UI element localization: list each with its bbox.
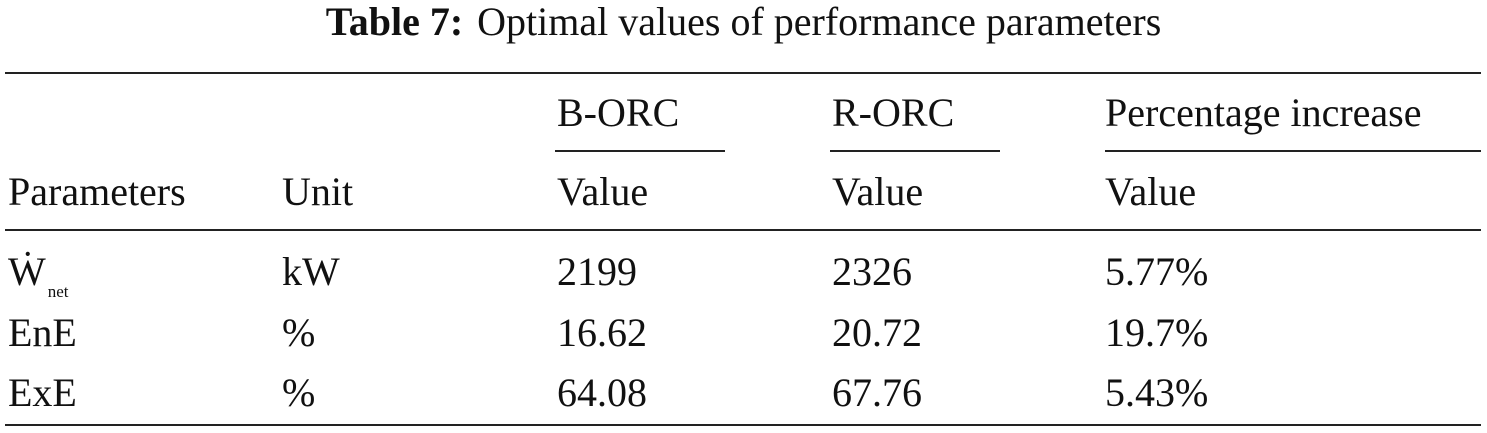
column-header: Value (557, 169, 649, 214)
header-rule (5, 229, 1481, 231)
group-header: Percentage increase (1105, 90, 1422, 135)
caption-text: Optimal values of performance parameters (477, 0, 1162, 44)
table-cell: 19.7% (1105, 310, 1209, 355)
table-cell: % (282, 310, 316, 355)
table-cell: EnE (8, 310, 77, 355)
table-cell: 64.08 (557, 370, 647, 415)
column-header: Value (832, 169, 924, 214)
table-cell: 5.77% (1105, 249, 1209, 294)
table-cell: ExE (8, 370, 77, 415)
bottom-rule (5, 424, 1481, 426)
column-header: Value (1105, 169, 1197, 214)
table-cell: 2199 (557, 249, 637, 294)
group-header: R-ORC (832, 90, 955, 135)
column-header: Unit (282, 169, 354, 214)
top-rule (5, 72, 1481, 74)
table-caption: Table 7: Optimal values of performance pa… (0, 2, 1487, 42)
symbol: Ẇ (8, 249, 46, 294)
table-cell: 67.76 (832, 370, 922, 415)
table-cell: 16.62 (557, 310, 647, 355)
group-header: B-ORC (557, 90, 680, 135)
table-cell: % (282, 370, 316, 415)
caption-label: Table 7: (325, 0, 464, 44)
column-header: Parameters (8, 169, 186, 214)
table-cell: kW (282, 249, 340, 294)
table-cell: 5.43% (1105, 370, 1209, 415)
table-cell: 2326 (832, 249, 912, 294)
subscript: net (47, 282, 69, 301)
table-cell: 20.72 (832, 310, 922, 355)
group-rule (555, 150, 725, 152)
group-rule (830, 150, 1000, 152)
group-rule (1105, 150, 1481, 152)
